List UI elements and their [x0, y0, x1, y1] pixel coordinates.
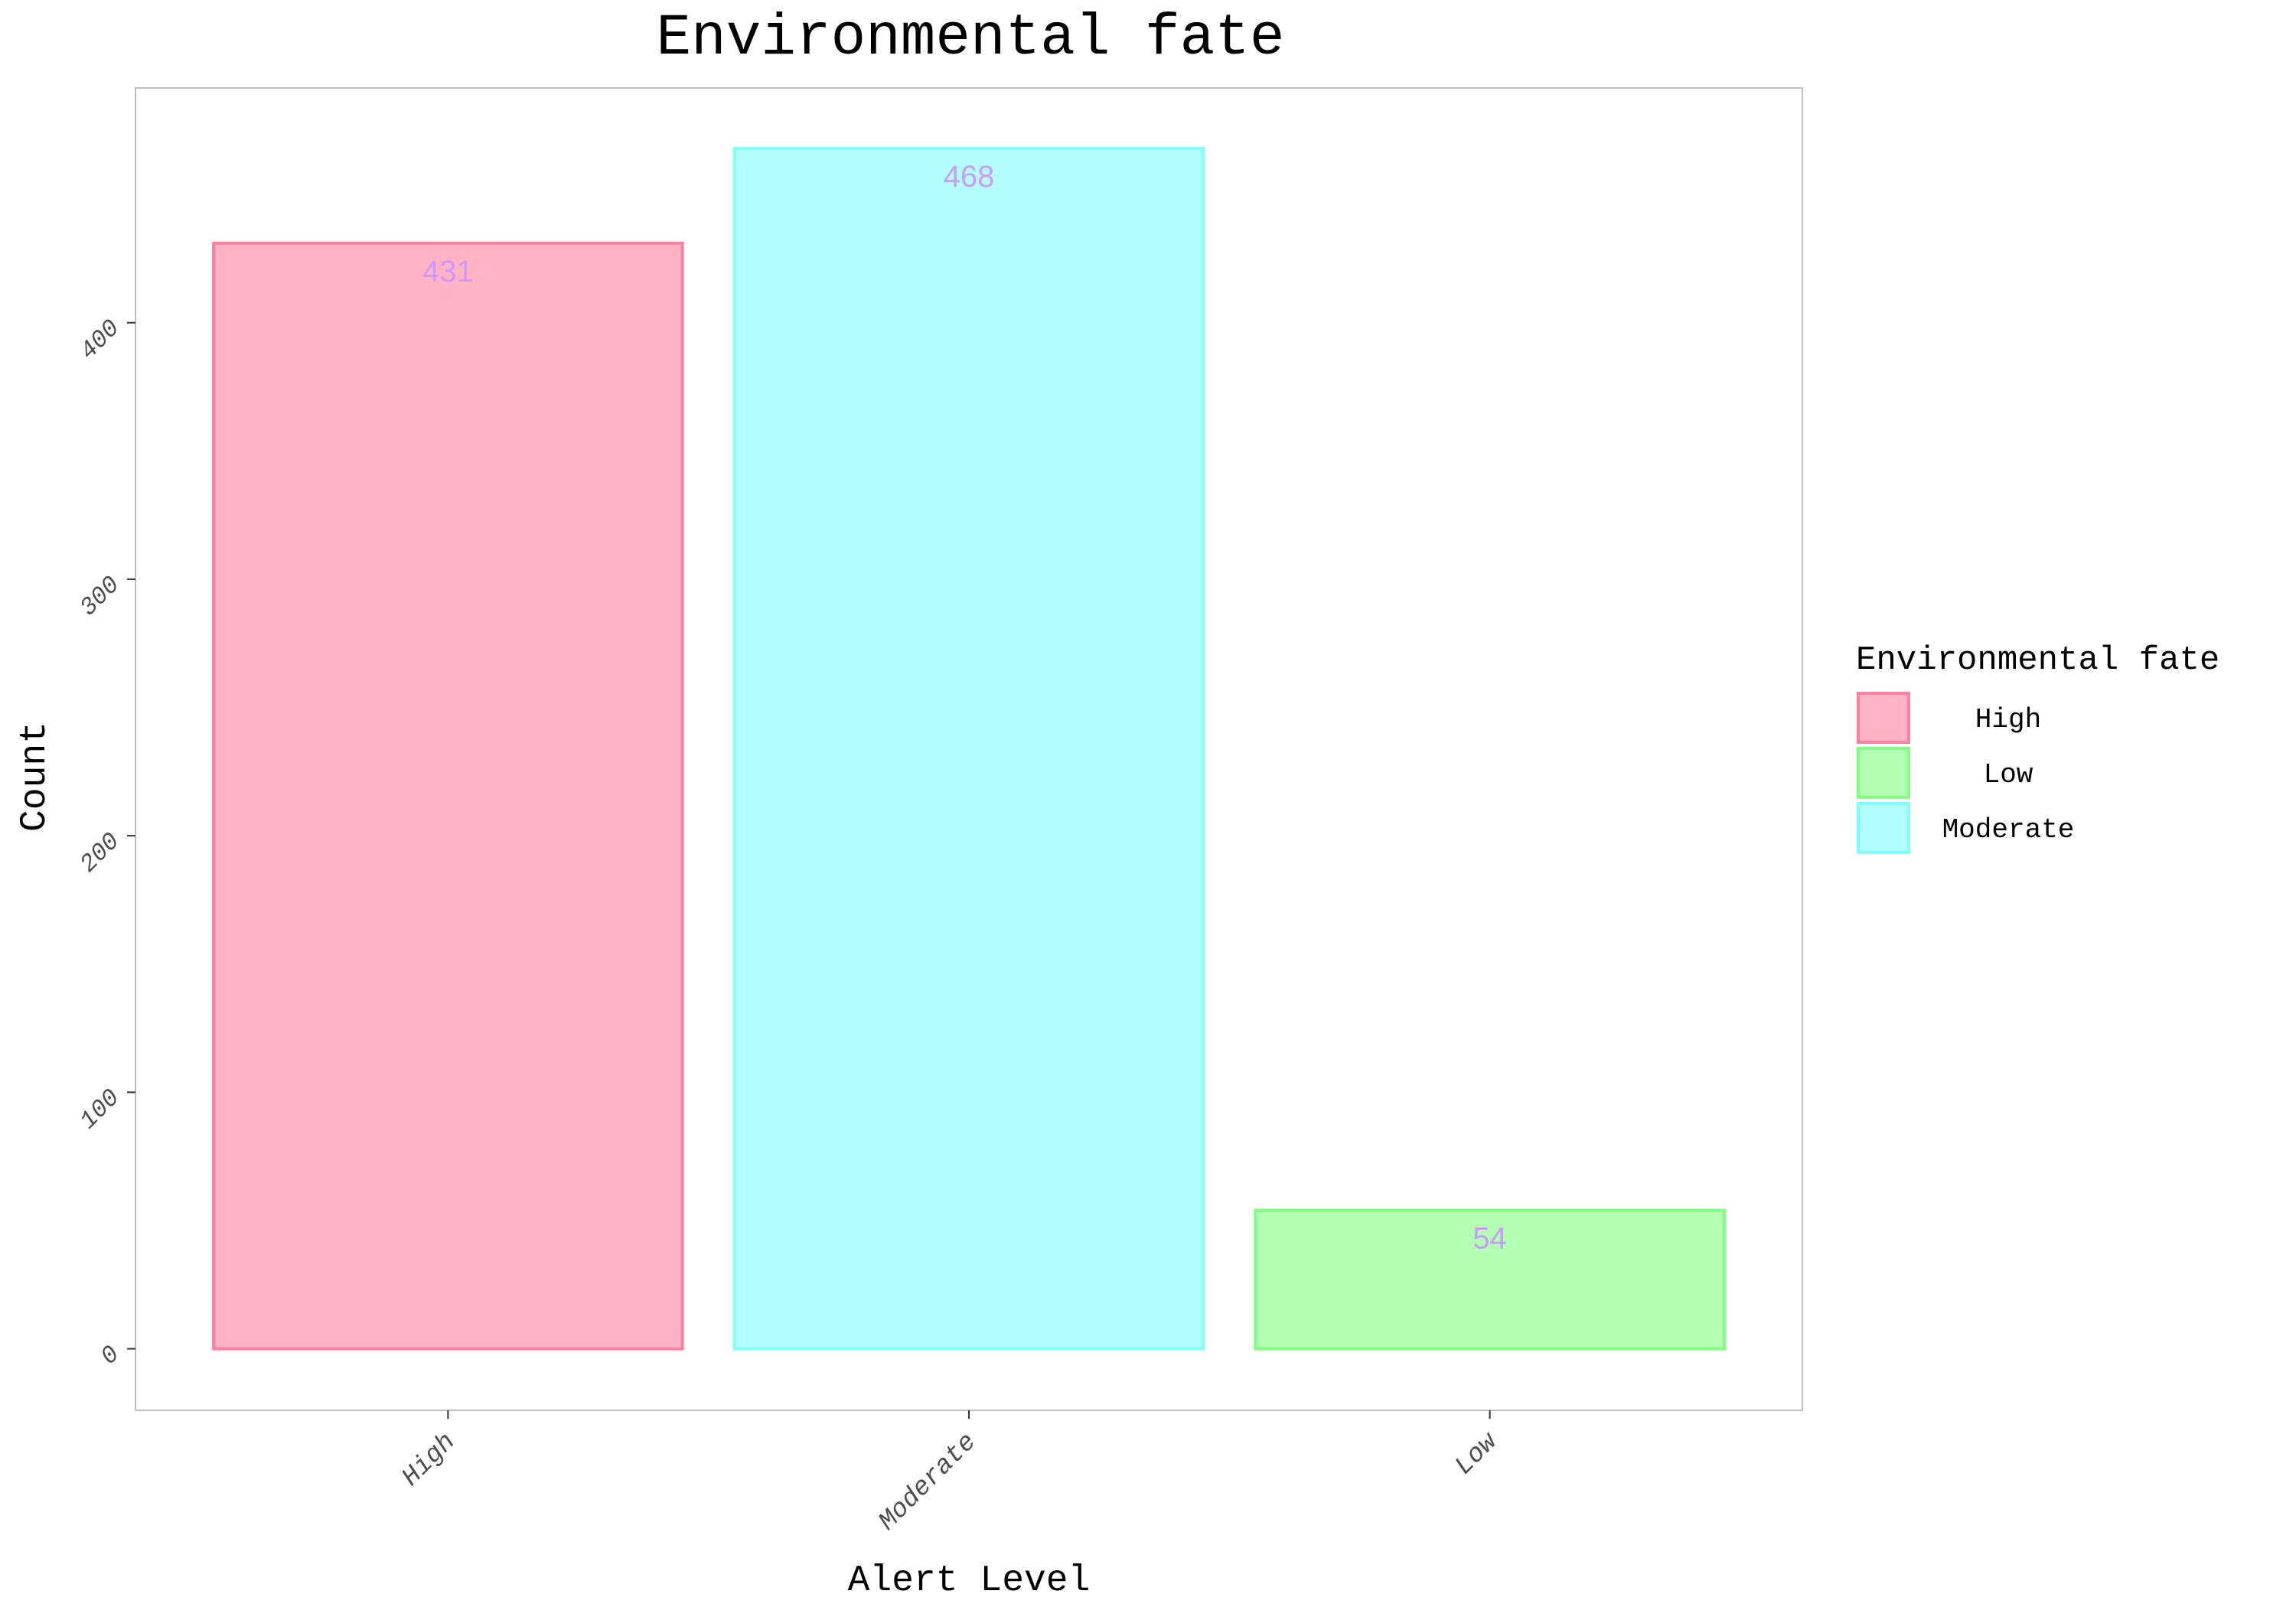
chart-title: Environmental fate	[657, 5, 1285, 71]
legend-key-low	[1857, 747, 1910, 799]
y-tick-label: 200	[74, 827, 126, 878]
value-label-low: 54	[1473, 1222, 1507, 1256]
bar-moderate	[732, 146, 1205, 1351]
legend-label-high: High	[1975, 704, 2041, 735]
bar-high	[212, 241, 684, 1351]
x-tick-label-high: High	[397, 1428, 462, 1493]
value-label-moderate: 468	[944, 160, 995, 194]
y-axis: 0 100 200 300 400	[74, 315, 135, 1371]
legend-key-high	[1857, 692, 1910, 744]
value-labels: 431 468 54	[422, 160, 1507, 1256]
x-axis: High Moderate Low	[397, 1410, 1505, 1537]
y-tick-label: 300	[74, 571, 126, 622]
bars	[212, 146, 1726, 1351]
legend-key-moderate	[1857, 802, 1910, 854]
bar-low	[1254, 1208, 1726, 1351]
legend-entries: High Low Moderate	[1857, 692, 2075, 854]
x-tick-label-moderate: Moderate	[873, 1428, 982, 1537]
x-axis-title: Alert Level	[848, 1560, 1091, 1602]
legend-label-low: Low	[1984, 759, 2033, 790]
y-tick-label: 400	[74, 315, 126, 366]
value-label-high: 431	[422, 255, 474, 288]
legend-label-moderate: Moderate	[1942, 814, 2075, 846]
y-tick-label: 0	[95, 1340, 126, 1371]
y-axis-title: Count	[15, 722, 56, 832]
legend-title: Environmental fate	[1856, 641, 2219, 680]
legend: Environmental fate High Low Moderate	[1856, 641, 2219, 854]
y-tick-label: 100	[74, 1084, 126, 1135]
x-tick-label-low: Low	[1450, 1427, 1504, 1482]
